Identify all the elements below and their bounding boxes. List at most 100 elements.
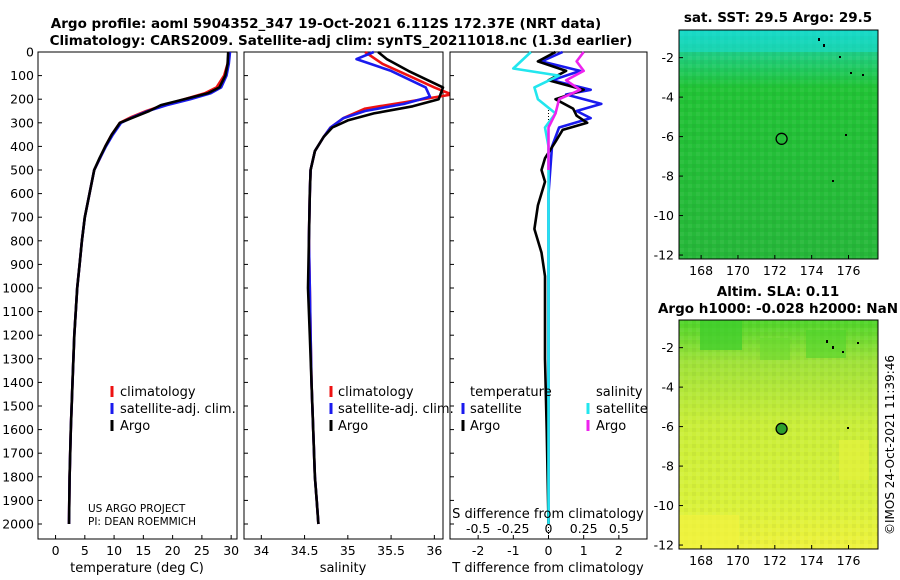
island — [832, 180, 834, 182]
difference-top-tick-label: -0.25 — [497, 521, 529, 536]
difference-top-tick-label: 0 — [545, 521, 553, 536]
depth-tick-label: 100 — [10, 68, 34, 83]
depth-tick-label: 800 — [10, 233, 34, 248]
island — [857, 342, 859, 344]
sst-map-axes — [678, 29, 879, 260]
sla-islands — [826, 340, 859, 429]
sla-ytick-label: -2 — [662, 340, 674, 355]
legend-temp-sat-label: satellite — [470, 402, 522, 417]
legend-temp-argo-label: Argo — [470, 419, 500, 434]
sst-warm-patch — [679, 30, 878, 52]
depth-tick-label: 1200 — [2, 328, 34, 343]
sst-argo-marker — [775, 132, 788, 145]
difference-series-magenta — [547, 51, 586, 170]
pi-credit: PI: DEAN ROEMMICH — [88, 516, 196, 528]
difference-top-tick-label: 0.25 — [570, 521, 598, 536]
depth-tick-label: 300 — [10, 115, 34, 130]
legend-argo-label: Argo — [120, 419, 150, 434]
difference-xtick-label: 2 — [615, 543, 623, 558]
legend-sat-label: satellite-adj. clim. — [120, 402, 236, 417]
sst-map-ticks: 168 170 172 174 176 -2 -4 -6 -8 -10 -12 — [654, 50, 861, 278]
salinity-panel: 34 34.5 35 35.5 36 — [243, 50, 454, 558]
legend-clim-label: climatology — [120, 385, 196, 400]
legend-temperature-heading: temperature — [470, 385, 552, 400]
difference-top-tick-label: -0.5 — [466, 521, 490, 536]
sla-ytick-label: -8 — [662, 459, 675, 474]
salinity-xlabel: salinity — [320, 561, 367, 576]
temperature-xtick-label: 15 — [135, 543, 151, 558]
difference-series-cyan — [511, 51, 561, 524]
sla-high-patch — [679, 515, 739, 549]
sla-ytick-label: -10 — [654, 498, 674, 513]
depth-tick-label: 0 — [26, 45, 34, 60]
legend-sal-argo-label: Argo — [596, 419, 626, 434]
legend-argo-label: Argo — [338, 419, 368, 434]
island — [842, 351, 844, 353]
difference-xlabel: T difference from climatology — [451, 561, 644, 576]
temperature-legend: climatology satellite-adj. clim. Argo — [110, 385, 236, 434]
depth-tick-label: 900 — [10, 257, 34, 272]
depth-tick-label: 1700 — [2, 446, 34, 461]
sla-xtick-label: 172 — [763, 553, 787, 568]
salinity-axes — [243, 51, 444, 540]
sla-low-patch — [760, 338, 790, 360]
sst-ytick-label: -2 — [662, 50, 674, 65]
depth-tick-label: 1300 — [2, 351, 34, 366]
sla-low-patch — [806, 330, 846, 358]
sla-map: Altim. SLA: 0.11 Argo h1000: -0.028 h200… — [654, 284, 898, 568]
sla-map-axes — [678, 319, 879, 550]
difference-xtick-label: 1 — [580, 543, 588, 558]
sst-ytick-label: -10 — [654, 208, 674, 223]
sla-ytick-label: -6 — [662, 419, 675, 434]
salinity-xtick-label: 36 — [426, 543, 442, 558]
salinity-series — [306, 50, 454, 525]
legend-sal-sat-label: satellite — [596, 402, 648, 417]
temperature-ticks: 0 5 10 15 20 25 30 — [52, 535, 239, 558]
sla-high-patch — [839, 440, 869, 480]
sst-map-title: sat. SST: 29.5 Argo: 29.5 — [684, 10, 872, 26]
sla-map-ticks: 168 170 172 174 176 -2 -4 -6 -8 -10 -12 — [654, 340, 861, 568]
temperature-panel: 0 5 10 15 20 25 30 — [37, 51, 239, 558]
difference-legend: temperature satellite Argo salinity sate… — [461, 385, 648, 434]
legend-clim-label: climatology — [338, 385, 414, 400]
temperature-series — [67, 51, 232, 525]
island — [850, 72, 852, 74]
sla-xtick-label: 168 — [689, 553, 713, 568]
difference-series-argo — [533, 50, 589, 525]
project-credit: US ARGO PROJECT — [88, 503, 186, 515]
island — [823, 44, 825, 47]
depth-tick-label: 400 — [10, 139, 34, 154]
island — [839, 56, 841, 58]
sla-xtick-label: 174 — [800, 553, 824, 568]
salinity-ticks: 34 34.5 35 35.5 36 — [253, 535, 442, 558]
legend-sat-label: satellite-adj. clim. — [338, 402, 454, 417]
depth-tick-label: 500 — [10, 163, 34, 178]
temperature-axes — [37, 51, 238, 540]
sst-ytick-label: -4 — [662, 90, 675, 105]
sst-ytick-label: -8 — [662, 169, 675, 184]
sst-ytick-label: -6 — [662, 129, 675, 144]
difference-xtick-label: -2 — [472, 543, 484, 558]
depth-axis: 0 100 200 300 400 500 600 700 800 900 1000 1100 1200… — [2, 45, 454, 532]
depth-tick-label: 200 — [10, 92, 34, 107]
temperature-xtick-label: 25 — [194, 543, 210, 558]
sla-xtick-label: 176 — [837, 553, 861, 568]
depth-tick-label: 1900 — [2, 493, 34, 508]
depth-tick-label: 1600 — [2, 422, 34, 437]
sla-map-subtitle: Argo h1000: -0.028 h2000: NaN — [658, 301, 898, 317]
island — [862, 74, 864, 76]
island — [847, 427, 849, 429]
depth-tick-label: 700 — [10, 210, 34, 225]
island — [832, 346, 834, 349]
temperature-series-argo — [67, 51, 230, 525]
temperature-xtick-label: 5 — [81, 543, 89, 558]
figure-title-line2: Climatology: CARS2009. Satellite-adj cli… — [50, 33, 633, 49]
difference-panel: -2 -1 0 1 2 -0.5 -0.25 0 0.25 0.5 — [449, 50, 648, 558]
salinity-xtick-label: 35 — [340, 543, 356, 558]
island — [818, 38, 820, 41]
temperature-xlabel: temperature (deg C) — [70, 561, 204, 576]
sst-ytick-label: -12 — [654, 248, 674, 263]
sst-islands — [818, 38, 864, 182]
sst-map: sat. SST: 29.5 Argo: 29.5 168 170 172 174 17… — [654, 10, 879, 278]
